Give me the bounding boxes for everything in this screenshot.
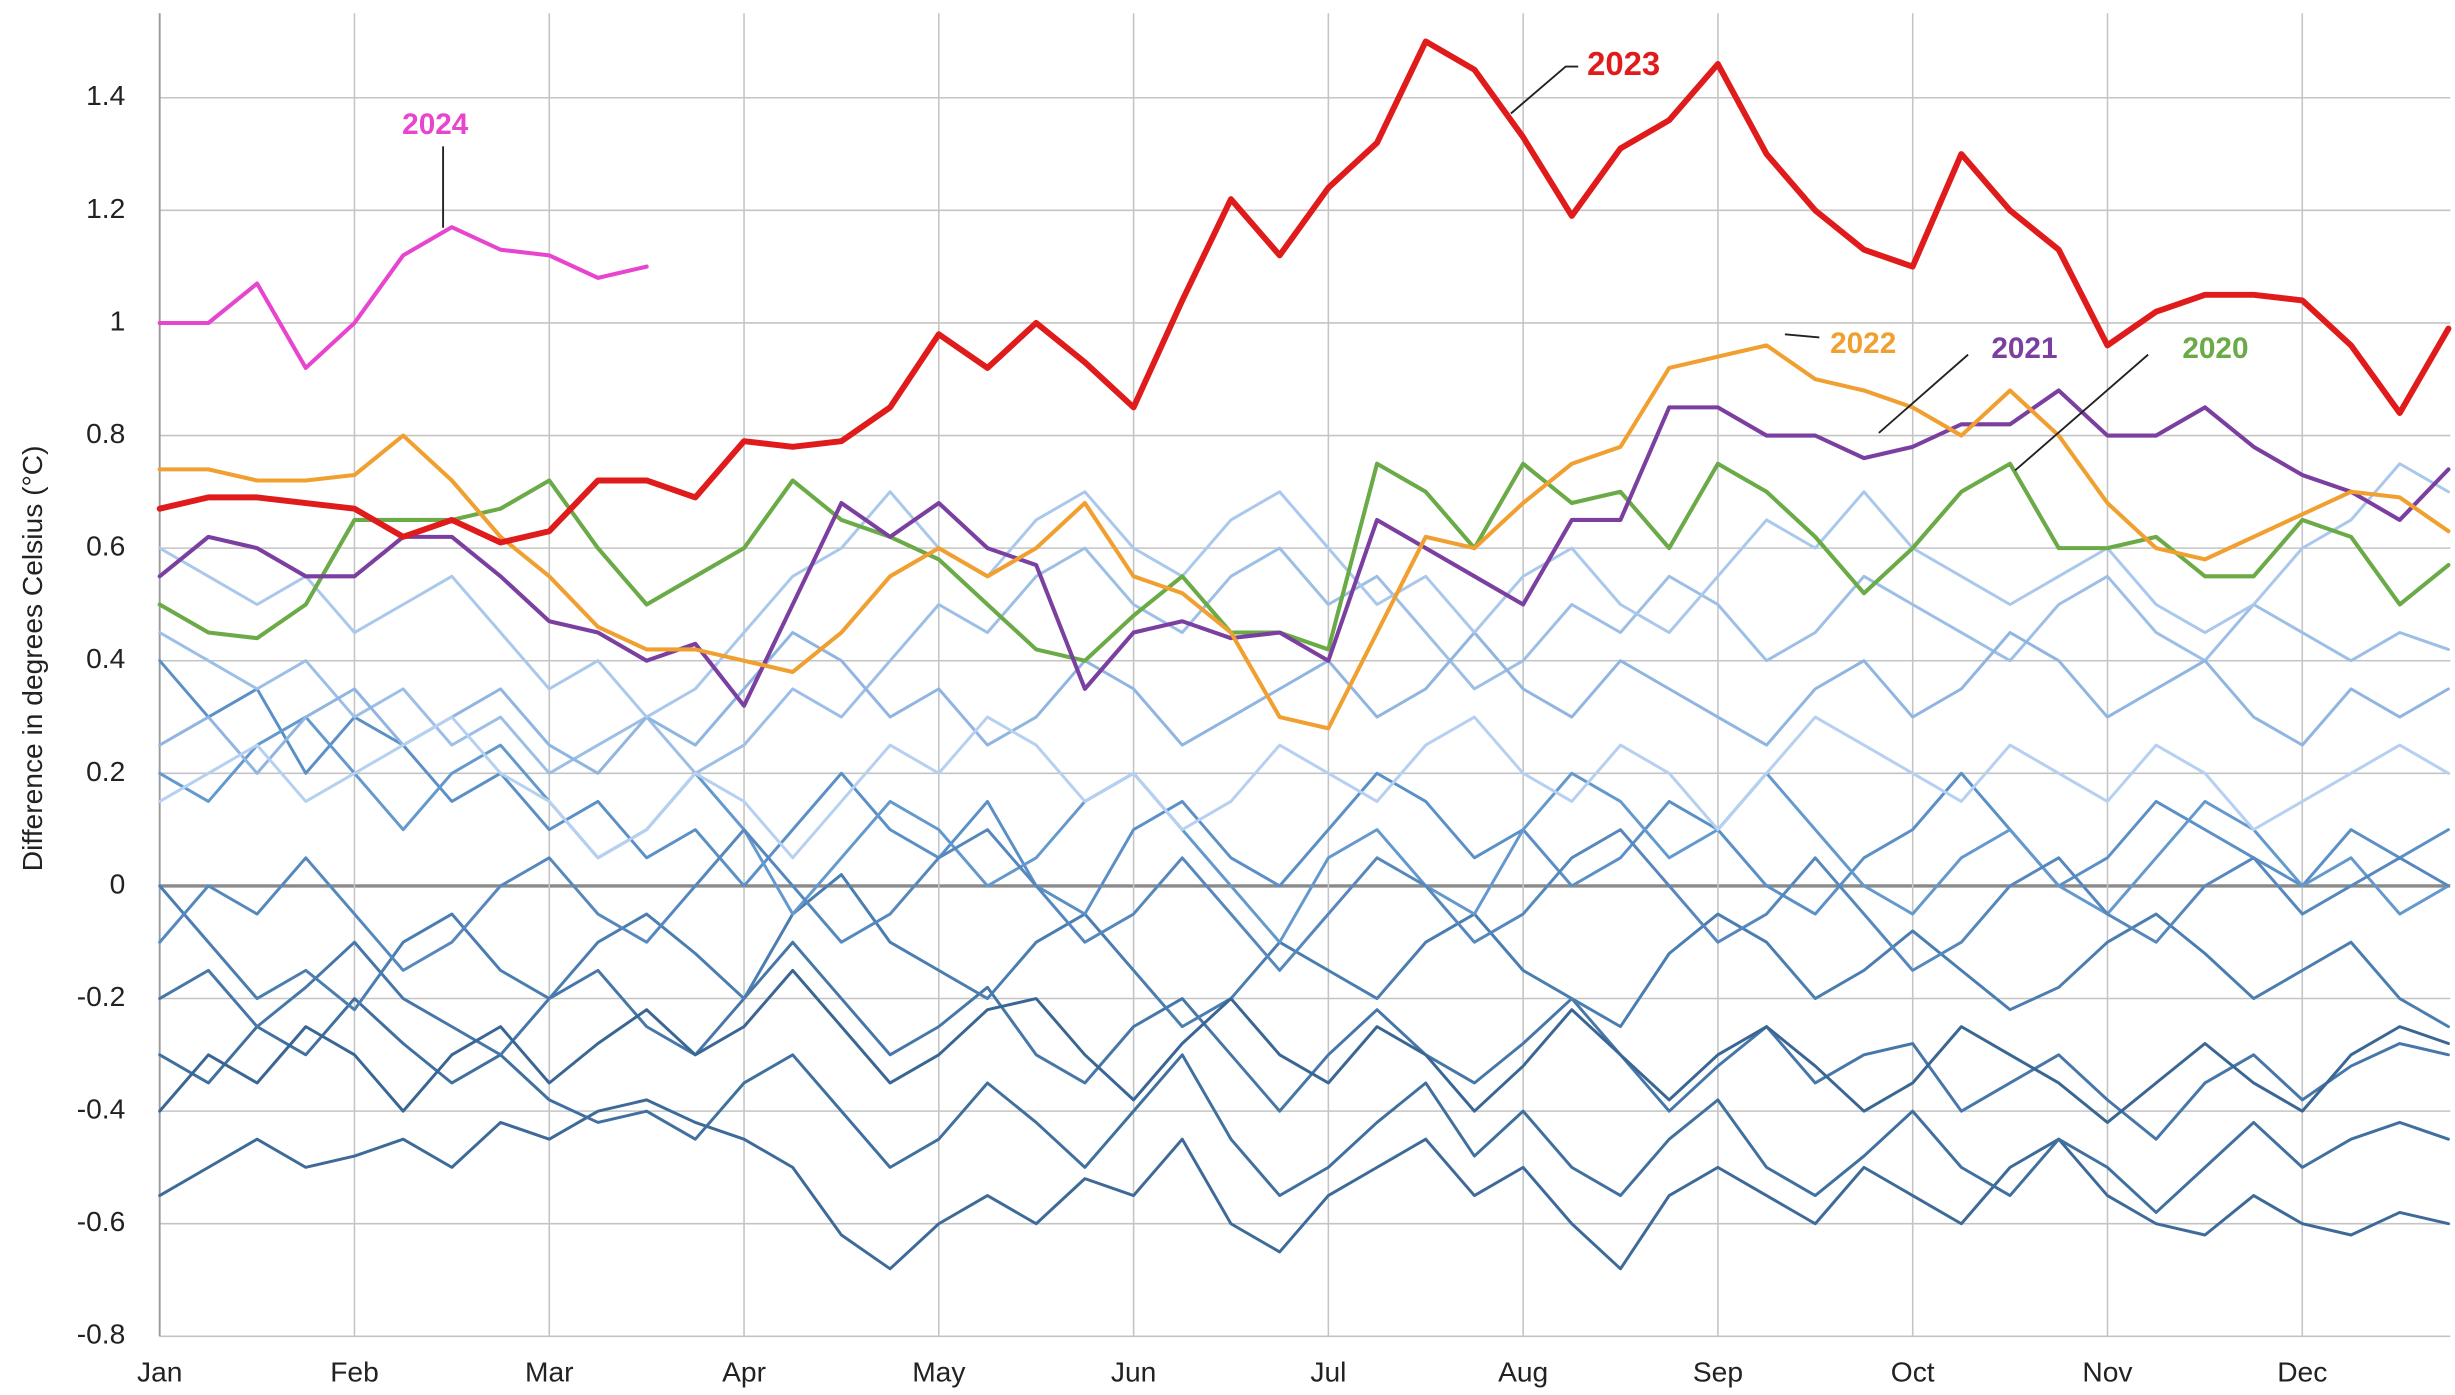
year-line: [158, 715, 2450, 860]
y-tick-label: 0.2: [86, 755, 125, 787]
highlight-line: [157, 343, 2451, 731]
year-line: [158, 1098, 2450, 1271]
x-tick-label: Dec: [2277, 1355, 2327, 1387]
x-tick-label: Mar: [525, 1355, 574, 1387]
year-line: [158, 873, 2450, 1029]
y-tick-label: 1: [110, 304, 126, 336]
year-line: [158, 968, 2450, 1124]
y-tick-label: -0.6: [77, 1205, 126, 1237]
y-tick-label: -0.2: [77, 980, 126, 1012]
year-line: [158, 462, 2450, 719]
x-tick-label: Oct: [1891, 1355, 1935, 1387]
y-tick-label: 0.8: [86, 417, 125, 449]
y-axis-label: Difference in degrees Celsius (°C): [16, 446, 48, 872]
highlight-line: [157, 388, 2451, 708]
series-label: 2024: [402, 108, 469, 141]
leader-line: [1878, 353, 1969, 434]
highlight-line: [157, 225, 649, 370]
x-tick-label: Apr: [722, 1355, 766, 1387]
x-tick-label: Feb: [330, 1355, 379, 1387]
year-line: [158, 715, 2450, 944]
x-tick-label: Aug: [1498, 1355, 1548, 1387]
x-tick-label: May: [912, 1355, 966, 1387]
series-label: 2022: [1830, 327, 1896, 360]
y-tick-label: 0: [110, 867, 126, 899]
y-tick-label: 1.4: [86, 79, 125, 111]
x-tick-label: Jan: [137, 1355, 182, 1387]
x-tick-label: Nov: [2082, 1355, 2132, 1387]
y-tick-label: 1.2: [86, 192, 125, 224]
x-tick-label: Sep: [1693, 1355, 1743, 1387]
year-line: [158, 659, 2450, 916]
highlight-line: [156, 38, 2452, 546]
y-tick-label: -0.8: [77, 1318, 126, 1350]
series-label: 2021: [1991, 332, 2057, 365]
leader-line: [1784, 333, 1820, 339]
year-line: [158, 546, 2450, 775]
year-line: [158, 997, 2450, 1214]
x-tick-label: Jul: [1310, 1355, 1346, 1387]
y-tick-label: 0.4: [86, 642, 125, 674]
leader-line: [1510, 65, 1579, 115]
year-line: [158, 940, 2450, 1141]
series-label: 2020: [2182, 332, 2248, 365]
series-label: 2023: [1587, 45, 1660, 82]
x-tick-label: Jun: [1111, 1355, 1156, 1387]
y-tick-label: 0.6: [86, 530, 125, 562]
highlight-line: [157, 461, 2451, 663]
year-line: [158, 631, 2450, 775]
leader-line: [2014, 353, 2149, 472]
y-tick-label: -0.4: [77, 1093, 126, 1125]
year-line: [158, 828, 2450, 972]
